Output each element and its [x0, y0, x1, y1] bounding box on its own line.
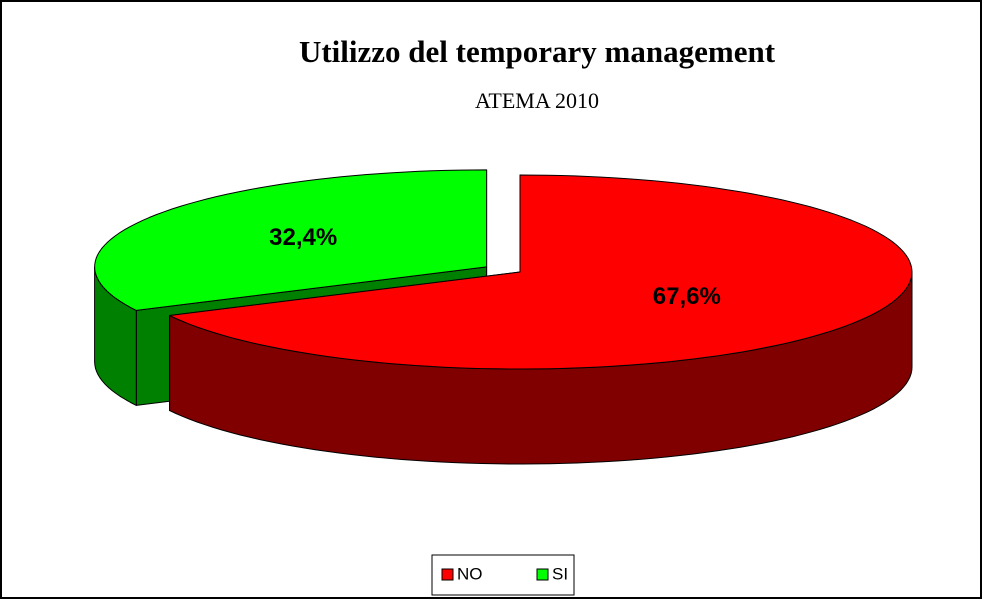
chart-title: Utilizzo del temporary management [299, 34, 776, 69]
chart-subtitle: ATEMA 2010 [475, 88, 599, 113]
legend-box [431, 554, 575, 596]
pie [94, 169, 913, 465]
legend-label: NO [457, 564, 483, 583]
legend-swatch [536, 568, 549, 581]
slice [169, 174, 913, 370]
legend-label: SI [552, 564, 568, 583]
legend-swatch [441, 568, 454, 581]
data-label: 67,6% [653, 283, 721, 310]
slice [94, 169, 488, 311]
data-label: 32,4% [269, 224, 337, 251]
